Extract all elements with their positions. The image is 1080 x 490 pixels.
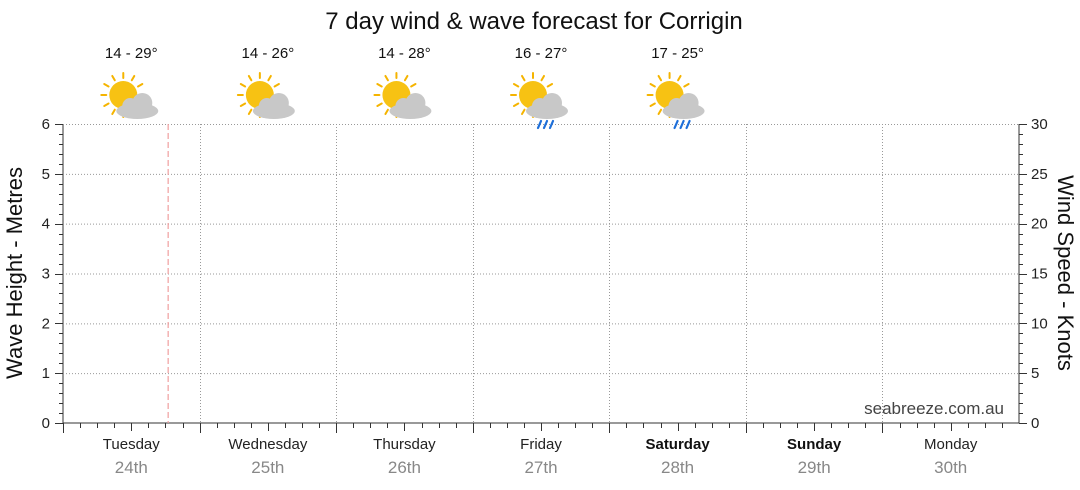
partly-cloudy-icon [236, 72, 295, 119]
left-tick-label: 4 [42, 216, 50, 233]
cloud-shape [662, 93, 705, 119]
sun-ray [247, 74, 253, 82]
sun-ray [247, 108, 253, 116]
partly-cloudy-showers-icon [510, 72, 568, 130]
sun-ray [137, 83, 144, 88]
day-date-label: 25th [251, 458, 284, 477]
day-date-label: 29th [798, 458, 831, 477]
rain-drop [536, 119, 543, 130]
watermark: seabreeze.com.au [864, 399, 1004, 418]
sun-ray [103, 102, 110, 107]
cloud-puff [132, 93, 153, 113]
day-date-label: 30th [934, 458, 967, 477]
sun-ray [512, 83, 520, 88]
rain-drop [548, 119, 555, 130]
temperature-range-label: 14 - 26° [242, 45, 295, 62]
cloud-shape [252, 93, 295, 119]
temperature-range-label: 14 - 28° [378, 45, 431, 62]
sun-ray [521, 108, 526, 116]
cloud-shape [526, 93, 568, 119]
rain-drop [685, 119, 691, 130]
sun-ray [649, 102, 656, 107]
cloud-puff [678, 93, 699, 113]
left-tick-label: 3 [42, 266, 50, 283]
sun-ray [239, 83, 247, 88]
day-name-label: Saturday [645, 436, 710, 453]
day-date-label: 24th [115, 458, 148, 477]
right-tick-label: 30 [1031, 116, 1048, 133]
sun-ray [410, 83, 417, 88]
day-date-label: 28th [661, 458, 694, 477]
daily-forecast-row: 14 - 29° 14 - 26° 14 - 28° 16 - 27° 17 - 25° [100, 45, 705, 130]
left-axis-title: Wave Height - Metres [2, 167, 27, 379]
day-date-label: 27th [524, 458, 557, 477]
right-axis-title: Wind Speed - Knots [1053, 175, 1078, 371]
sun-ray [403, 74, 409, 82]
day-name-label: Thursday [373, 436, 436, 453]
sun-ray [111, 108, 116, 116]
cloud-puff [268, 93, 289, 113]
sun-ray [683, 83, 690, 88]
sun-ray [540, 74, 545, 82]
right-tick-label: 5 [1031, 365, 1039, 382]
sun-ray [130, 74, 136, 82]
sun-ray [376, 102, 383, 107]
sun-ray [111, 74, 116, 82]
partly-cloudy-icon [100, 72, 159, 119]
day-name-label: Friday [520, 436, 562, 453]
sun-ray [376, 83, 383, 88]
partly-cloudy-icon [373, 72, 432, 119]
partly-cloudy-showers-icon [646, 72, 705, 130]
sun-ray [677, 74, 682, 82]
sun-ray [384, 74, 389, 82]
sun-ray [546, 83, 554, 88]
sun-ray [384, 108, 389, 116]
sun-ray [649, 83, 656, 88]
cloud-puff [542, 93, 562, 113]
right-tick-label: 0 [1031, 415, 1039, 432]
left-tick-label: 0 [42, 415, 50, 432]
sun-ray [657, 108, 663, 116]
temperature-range-label: 16 - 27° [515, 45, 568, 62]
temperature-range-label: 17 - 25° [651, 45, 704, 62]
day-date-label: 26th [388, 458, 421, 477]
sun-ray [239, 102, 247, 107]
right-tick-label: 20 [1031, 216, 1048, 233]
day-name-label: Tuesday [103, 436, 160, 453]
left-axis: 0 1 2 3 4 5 6 [42, 116, 63, 432]
right-tick-label: 15 [1031, 266, 1048, 283]
left-tick-label: 5 [42, 166, 50, 183]
day-name-label: Sunday [787, 436, 842, 453]
sun-ray [103, 83, 110, 88]
sun-ray [521, 74, 526, 82]
left-tick-label: 2 [42, 315, 50, 332]
sun-ray [267, 74, 272, 82]
x-axis-labels: Tuesday 24th Wednesday 25th Thursday 26th Frid… [63, 423, 1003, 477]
sun-ray [657, 74, 663, 82]
day-name-label: Monday [924, 436, 978, 453]
day-name-label: Wednesday [228, 436, 307, 453]
sun-ray [512, 102, 520, 107]
cloud-shape [116, 93, 159, 119]
right-tick-label: 25 [1031, 166, 1048, 183]
rain-drop [542, 119, 549, 130]
cloud-shape [389, 93, 432, 119]
right-axis: 0 5 10 15 20 25 30 [1019, 116, 1048, 432]
temperature-range-label: 14 - 29° [105, 45, 158, 62]
rain-drop [679, 119, 685, 130]
right-tick-label: 10 [1031, 315, 1048, 332]
chart-title: 7 day wind & wave forecast for Corrigin [325, 8, 743, 35]
grid-lines [63, 124, 1019, 423]
cloud-puff [405, 93, 426, 113]
left-tick-label: 6 [42, 116, 50, 133]
sun-ray [273, 83, 280, 88]
rain-drop [673, 119, 679, 130]
left-tick-label: 1 [42, 365, 50, 382]
